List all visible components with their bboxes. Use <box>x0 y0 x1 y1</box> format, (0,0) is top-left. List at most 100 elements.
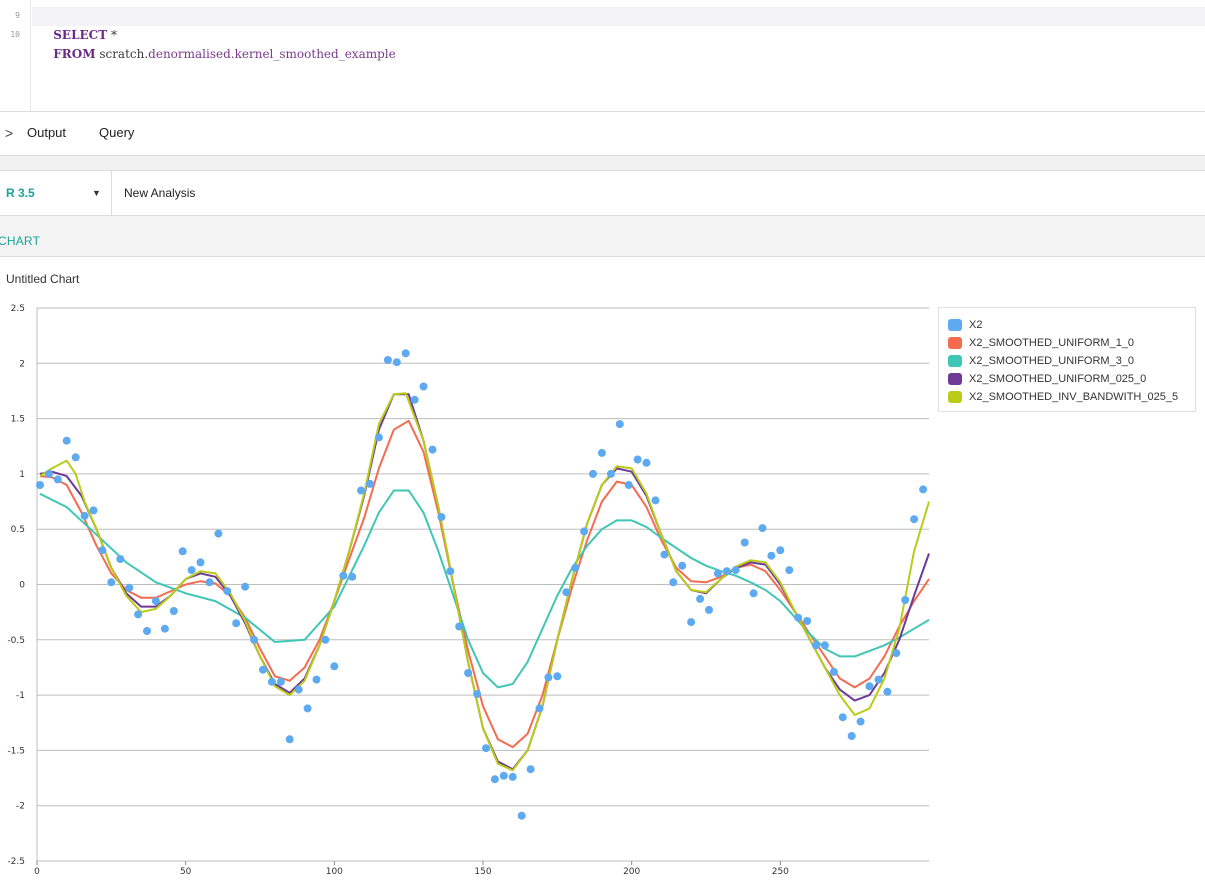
language-label: R 3.5 <box>6 186 35 200</box>
tab-output[interactable]: Output <box>27 125 67 140</box>
data-point <box>892 649 901 658</box>
data-point <box>597 448 606 457</box>
data-point <box>508 772 517 781</box>
legend-swatch <box>948 337 962 349</box>
data-point <box>624 481 633 489</box>
data-point <box>803 617 812 625</box>
data-point <box>874 675 883 684</box>
legend-label: X2_SMOOTHED_UNIFORM_025_0 <box>969 373 1147 385</box>
series-line-x2_smoothed_uniform_3_0 <box>39 489 930 689</box>
data-point <box>919 485 928 494</box>
line-number: 9 <box>15 11 20 20</box>
data-point <box>722 567 731 576</box>
legend-item-inv-bandwith-025-5[interactable]: X2_SMOOTHED_INV_BANDWITH_025_5 <box>948 388 1195 406</box>
data-point <box>812 641 820 650</box>
data-point <box>232 619 241 628</box>
data-point <box>482 744 490 753</box>
legend-item-uniform-025-0[interactable]: X2_SMOOTHED_UNIFORM_025_0 <box>948 370 1195 388</box>
section-divider <box>0 156 1205 171</box>
y-tick-label: -0.5 <box>7 636 25 646</box>
data-point <box>223 587 232 596</box>
data-point <box>776 546 785 555</box>
data-point <box>44 469 53 478</box>
data-point <box>696 594 705 603</box>
data-point <box>187 566 196 575</box>
data-point <box>312 675 321 684</box>
data-point <box>98 546 107 555</box>
legend-label: X2_SMOOTHED_INV_BANDWITH_025_5 <box>969 391 1179 403</box>
sql-table-name: denormalised.kernel_smoothed_example <box>148 47 396 61</box>
data-point <box>89 506 98 515</box>
data-point <box>107 578 116 587</box>
sql-text: scratch. <box>95 47 149 61</box>
data-point <box>276 677 285 686</box>
data-point <box>740 538 749 547</box>
series-line-x2_smoothed_uniform_1_0 <box>39 419 930 749</box>
chart-series-lines <box>39 392 930 772</box>
data-point <box>410 395 419 404</box>
x-tick-label: 50 <box>180 867 192 877</box>
data-point <box>713 569 722 578</box>
chart-grid <box>36 307 929 862</box>
x-tick-label: 0 <box>34 867 40 877</box>
data-point <box>606 469 615 478</box>
legend-swatch <box>948 355 962 367</box>
legend-label: X2 <box>969 319 983 331</box>
data-point <box>259 665 267 674</box>
data-point <box>267 677 276 686</box>
data-point <box>660 550 669 559</box>
y-tick-label: -1 <box>16 691 25 701</box>
data-point <box>464 669 473 677</box>
data-point <box>749 589 758 598</box>
data-point <box>883 687 892 696</box>
chevron-right-icon[interactable]: > <box>5 125 14 141</box>
sql-text: * <box>107 28 117 42</box>
data-point <box>294 685 303 694</box>
chart-section-header: CHART <box>0 216 1205 257</box>
chart-legend: X2 X2_SMOOTHED_UNIFORM_1_0 X2_SMOOTHED_U… <box>938 307 1196 412</box>
data-point <box>678 561 687 570</box>
data-point <box>143 627 151 635</box>
data-point <box>615 420 624 429</box>
data-point <box>374 433 383 442</box>
chart-section-label[interactable]: CHART <box>0 234 41 248</box>
data-point <box>553 672 562 681</box>
triangle-down-icon[interactable]: ▼ <box>92 188 101 198</box>
y-tick-label: 1.5 <box>11 415 25 425</box>
data-point <box>250 635 259 644</box>
x-tick-label: 200 <box>623 867 640 877</box>
y-tick-label: 2 <box>19 359 25 369</box>
y-tick-label: 2.5 <box>11 304 25 314</box>
chart-plot[interactable]: 2.5 2 1.5 1 0.5 0 -0.5 -1 -1.5 -2 -2.5 0 50 100 150 20… <box>0 290 935 889</box>
line-number: 10 <box>10 30 20 39</box>
data-point <box>651 496 660 505</box>
code-line[interactable]: SELECT * <box>32 7 1205 42</box>
sql-editor[interactable]: 9 10 SELECT * FROM scratch.denormalised.… <box>0 0 1205 112</box>
legend-item-uniform-1-0[interactable]: X2_SMOOTHED_UNIFORM_1_0 <box>948 334 1195 352</box>
legend-item-x2[interactable]: X2 <box>948 316 1195 334</box>
data-point <box>446 567 455 576</box>
data-point <box>321 635 330 644</box>
data-point <box>80 511 89 520</box>
language-select[interactable]: R 3.5 ▼ <box>0 171 112 215</box>
data-point <box>901 596 910 604</box>
series-line-x2_smoothed_uniform_025_0 <box>39 393 930 771</box>
data-point <box>125 583 134 592</box>
data-point <box>856 717 865 726</box>
tab-query[interactable]: Query <box>99 125 135 140</box>
sql-keyword: FROM <box>53 47 96 61</box>
data-point <box>838 713 847 722</box>
data-point <box>490 775 499 784</box>
data-point <box>383 356 392 364</box>
y-tick-label: 0 <box>19 581 25 591</box>
data-point <box>419 382 428 391</box>
legend-item-uniform-3-0[interactable]: X2_SMOOTHED_UNIFORM_3_0 <box>948 352 1195 370</box>
chart-title[interactable]: Untitled Chart <box>6 272 80 286</box>
analysis-title[interactable]: New Analysis <box>124 186 196 200</box>
data-point <box>339 571 348 580</box>
y-axis: 2.5 2 1.5 1 0.5 0 -0.5 -1 -1.5 -2 -2.5 <box>7 304 25 867</box>
data-point <box>829 667 838 676</box>
data-point <box>580 527 589 536</box>
code-line[interactable]: FROM scratch.denormalised.kernel_smoothe… <box>32 26 1205 61</box>
data-point <box>303 704 312 713</box>
